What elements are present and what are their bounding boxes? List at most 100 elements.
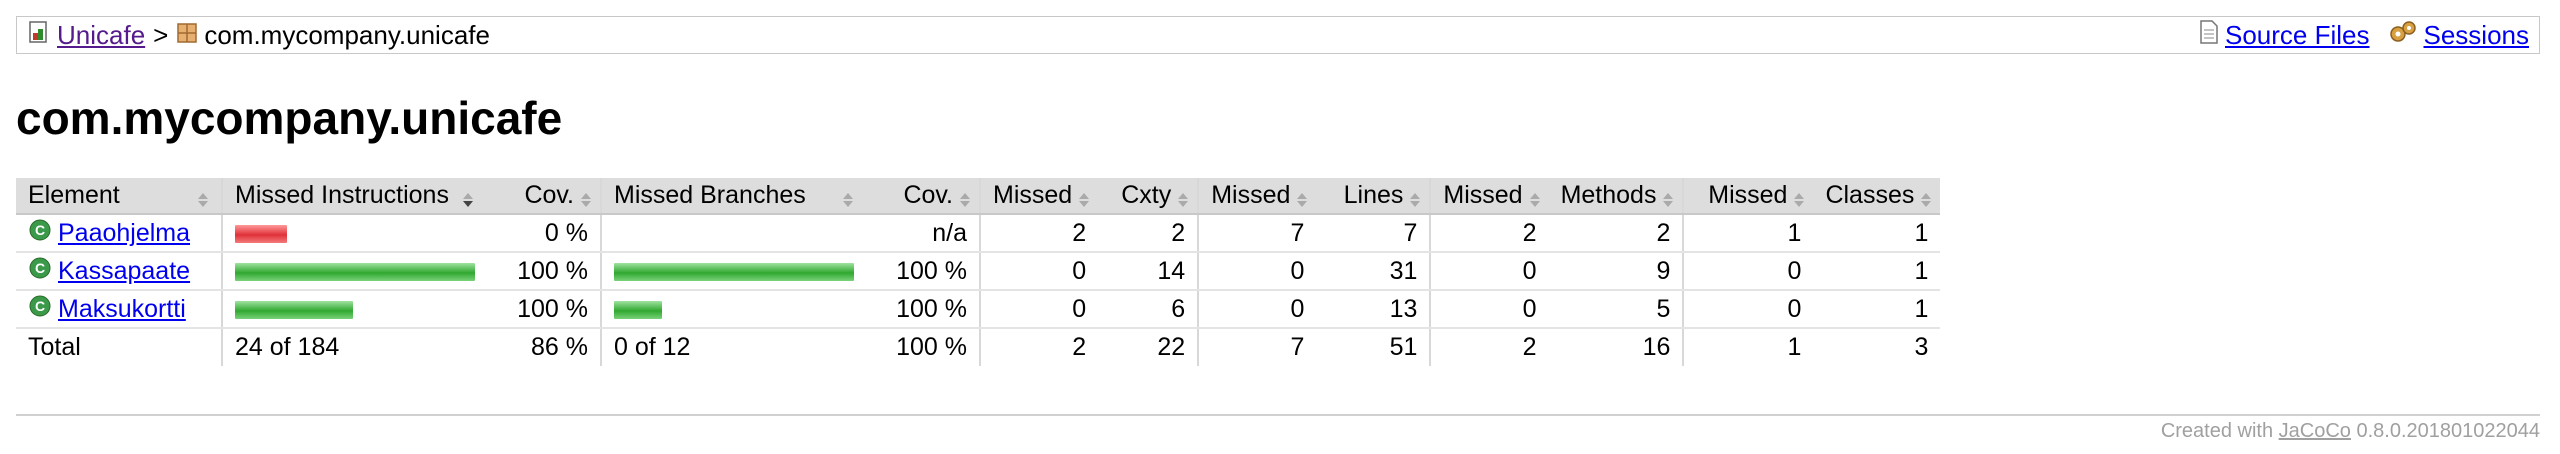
header-cxty[interactable]: Cxty (1098, 178, 1199, 215)
header-methods[interactable]: Methods (1548, 178, 1684, 215)
sessions-link[interactable]: Sessions (2423, 20, 2530, 50)
header-missed-branches[interactable]: Missed Branches (600, 178, 866, 215)
sort-icon (1409, 187, 1421, 207)
coverage-bar-cell (221, 290, 487, 329)
footer-version: 0.8.0.201801022044 (2356, 420, 2540, 442)
total-branches-cov: 100 % (896, 333, 967, 361)
missed-methods: 2 (1429, 214, 1549, 253)
total-missed-methods: 2 (1429, 328, 1549, 366)
lines: 7 (1316, 214, 1431, 253)
lines: 13 (1316, 290, 1431, 329)
missed-cxty: 2 (978, 214, 1099, 253)
sort-icon (1177, 187, 1189, 207)
element-link[interactable]: Paaohjelma (58, 218, 191, 247)
element-link[interactable]: Maksukortti (58, 294, 186, 323)
total-label: Total (28, 333, 81, 361)
coverage-bar-cell (221, 214, 487, 253)
header-missed-lines[interactable]: Missed (1197, 178, 1317, 215)
covered-bar (614, 300, 662, 319)
missed-cxty: 0 (978, 252, 1099, 291)
classes: 1 (1813, 290, 1941, 329)
header-element[interactable]: Element (16, 178, 222, 215)
lines: 31 (1316, 252, 1431, 291)
sort-down-icon (462, 187, 474, 208)
class-icon: C (28, 256, 52, 287)
coverage-bar-cell (600, 252, 866, 291)
breadcrumb: Unicafe > com.mycompany.unicafe Source F… (16, 16, 2540, 54)
svg-text:C: C (35, 222, 45, 238)
header-lines[interactable]: Lines (1316, 178, 1431, 215)
total-instructions-cov: 86 % (531, 333, 588, 361)
svg-text:C: C (35, 260, 45, 276)
classes: 1 (1813, 214, 1941, 253)
header-missed-classes[interactable]: Missed (1682, 178, 1814, 215)
missed-methods: 0 (1429, 252, 1549, 291)
breadcrumb-separator: > (153, 20, 169, 50)
class-icon: C (28, 218, 52, 249)
covered-bar (614, 262, 854, 281)
instructions-cov: 100 % (487, 290, 601, 329)
missed-classes: 0 (1682, 252, 1814, 291)
total-lines: 51 (1389, 333, 1418, 361)
missed-methods: 0 (1429, 290, 1549, 329)
sort-icon (1662, 187, 1674, 207)
jacoco-link[interactable]: JaCoCo (2278, 420, 2351, 442)
element-cell: C Kassapaate (16, 252, 222, 291)
footer: Created with JaCoCo 0.8.0.201801022044 (2161, 420, 2540, 443)
footer-prefix: Created with (2160, 420, 2274, 442)
branches-cov: n/a (866, 214, 980, 253)
branches-cov: 100 % (866, 290, 980, 329)
sort-icon (1793, 187, 1805, 207)
breadcrumb-root-link[interactable]: Unicafe (57, 20, 146, 50)
missed-lines: 7 (1197, 214, 1317, 253)
classes: 1 (1813, 252, 1941, 291)
table-row: C Paaohjelma 0 % n/a 2 2 7 7 2 2 1 1 (16, 214, 1941, 253)
coverage-bar-cell (221, 252, 487, 291)
table-row: C Maksukortti 100 % 100 % 0 6 0 13 0 5 0 1 (16, 290, 1941, 329)
instructions-cov: 0 % (487, 214, 601, 253)
branches-cov: 100 % (866, 252, 980, 291)
element-cell: C Paaohjelma (16, 214, 222, 253)
sort-icon (1920, 187, 1932, 207)
covered-bar (235, 262, 475, 281)
cxty: 6 (1098, 290, 1199, 329)
header-cov-branches[interactable]: Cov. (866, 178, 980, 215)
methods: 2 (1548, 214, 1684, 253)
missed-lines: 0 (1197, 252, 1317, 291)
svg-text:C: C (35, 298, 45, 314)
missed-lines: 0 (1197, 290, 1317, 329)
header-classes[interactable]: Classes (1813, 178, 1941, 215)
total-missed-lines: 7 (1197, 328, 1317, 366)
element-cell: C Maksukortti (16, 290, 222, 329)
total-instructions: 24 of 184 (221, 328, 487, 366)
element-link[interactable]: Kassapaate (58, 256, 191, 285)
class-icon: C (28, 294, 52, 325)
header-missed-methods[interactable]: Missed (1429, 178, 1549, 215)
coverage-bar-cell (600, 290, 866, 329)
sessions-icon (2388, 17, 2418, 53)
source-files-link[interactable]: Source Files (2225, 20, 2370, 50)
table-header-row: Element Missed Instructions Cov. Missed … (16, 178, 1941, 215)
total-branches: 0 of 12 (600, 328, 866, 366)
total-cxty: 22 (1157, 333, 1186, 361)
missed-cxty: 0 (978, 290, 1099, 329)
sort-icon (959, 187, 971, 207)
total-methods: 16 (1642, 333, 1671, 361)
breadcrumb-current: com.mycompany.unicafe (204, 20, 490, 50)
coverage-table: Element Missed Instructions Cov. Missed … (16, 178, 1941, 366)
header-missed-cxty[interactable]: Missed (978, 178, 1099, 215)
total-missed-cxty: 2 (978, 328, 1099, 366)
sort-icon (197, 187, 209, 207)
header-cov-instructions[interactable]: Cov. (487, 178, 601, 215)
table-row: C Kassapaate 100 % 100 % 0 14 0 31 0 9 0 1 (16, 252, 1941, 291)
table-total-row: Total 24 of 184 86 % 0 of 12 100 % 2 22 … (16, 328, 1940, 366)
instructions-cov: 100 % (487, 252, 601, 291)
sort-icon (1078, 187, 1090, 207)
package-icon (176, 17, 198, 53)
sort-icon (842, 187, 854, 207)
covered-bar (235, 300, 353, 319)
coverage-bar-cell (600, 214, 866, 253)
sort-icon (1296, 187, 1308, 207)
header-missed-instructions[interactable]: Missed Instructions (221, 178, 487, 215)
sort-icon (580, 187, 592, 207)
